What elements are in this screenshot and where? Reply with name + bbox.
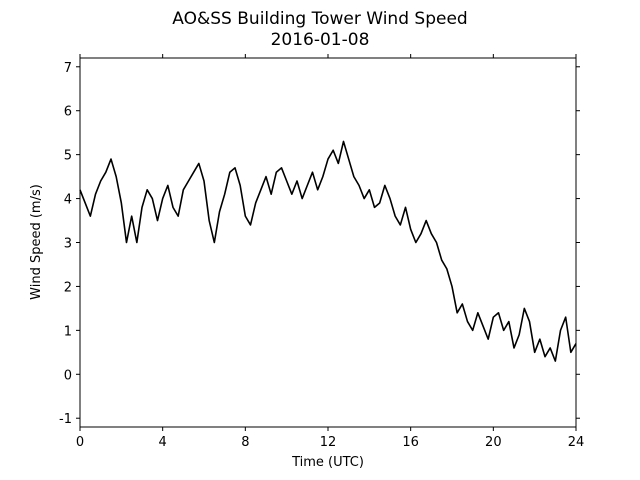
x-tick-label: 0 (76, 435, 84, 450)
x-tick-label: 16 (402, 435, 419, 450)
x-axis-label: Time (UTC) (291, 455, 364, 470)
x-tick-label: 20 (485, 435, 502, 450)
y-tick-label: 7 (64, 61, 72, 76)
chart-subtitle: 2016-01-08 (271, 30, 370, 50)
y-tick-label: 6 (64, 105, 72, 120)
y-tick-label: -1 (59, 412, 72, 427)
x-tick-label: 12 (320, 435, 337, 450)
chart-title: AO&SS Building Tower Wind Speed (172, 9, 467, 29)
y-tick-label: 1 (64, 324, 72, 339)
x-tick-label: 8 (241, 435, 249, 450)
x-tick-label: 24 (568, 435, 585, 450)
y-axis-label: Wind Speed (m/s) (29, 184, 44, 300)
y-tick-label: 4 (64, 193, 72, 208)
y-tick-label: 0 (64, 368, 72, 383)
y-tick-label: 3 (64, 237, 72, 252)
plot-area (79, 140, 577, 362)
y-tick-label: 2 (64, 280, 72, 295)
x-tick-label: 4 (159, 435, 167, 450)
data-line (79, 140, 577, 362)
y-tick-label: 5 (64, 149, 72, 164)
